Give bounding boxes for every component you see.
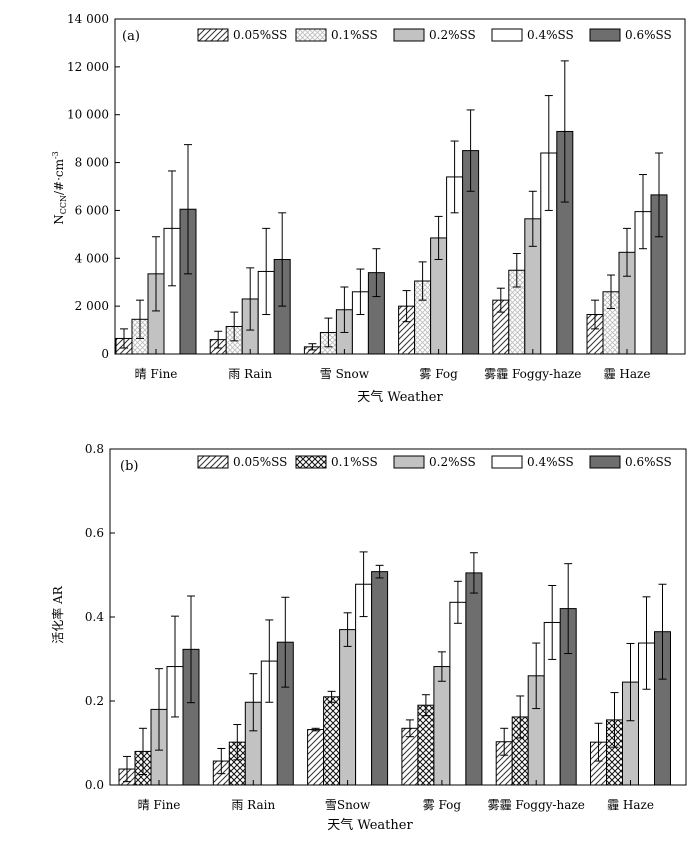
x-tick-label: 雪 Snow xyxy=(320,367,370,381)
x-tick-label: 雾 Fog xyxy=(419,367,458,381)
legend-swatch xyxy=(197,455,229,469)
y-axis-title-a-sup: -3 xyxy=(51,151,60,159)
legend-label: 0.2%SS xyxy=(429,28,476,42)
legend-swatch xyxy=(295,28,327,42)
y-tick-label: 6 000 xyxy=(75,203,109,217)
legend-label: 0.4%SS xyxy=(527,455,574,469)
y-tick-label: 0 xyxy=(101,347,109,361)
bar-01SS-3 xyxy=(417,704,435,786)
legend-label: 0.05%SS xyxy=(233,455,287,469)
chart-panel-a: (a) 0 2 000 4 000 6 000 8 000 10 000 12 000 14 … xyxy=(51,12,686,405)
x-tick-label: 霾 Haze xyxy=(607,798,654,812)
bar-06SS-3 xyxy=(465,572,483,786)
bars-b xyxy=(118,551,671,786)
legend-swatch xyxy=(393,28,425,42)
x-tick-label: 雾霾 Foggy-haze xyxy=(484,367,581,381)
legend-swatch xyxy=(393,455,425,469)
x-tick-label: 晴 Fine xyxy=(138,798,181,812)
legend-label: 0.4%SS xyxy=(527,28,574,42)
legend-label: 0.6%SS xyxy=(625,28,672,42)
bar-02SS-3 xyxy=(433,666,451,786)
x-axis-b: 晴 Fine 雨 Rain 雪Snow 雾 Fog 雾霾 Foggy-haze 霾 Haz… xyxy=(138,780,654,812)
legend-label: 0.1%SS xyxy=(331,455,378,469)
x-tick-label: 雪Snow xyxy=(325,798,371,812)
y-axis-title-a: NCCN/#·cm-3 xyxy=(51,151,68,225)
x-tick-label: 晴 Fine xyxy=(135,367,178,381)
legend-label: 0.6%SS xyxy=(625,455,672,469)
x-tick-label: 雨 Rain xyxy=(231,798,275,812)
x-tick-label: 雾霾 Foggy-haze xyxy=(488,798,585,812)
legend-label: 0.2%SS xyxy=(429,455,476,469)
y-tick-label: 2 000 xyxy=(75,299,109,313)
y-tick-label: 0.4 xyxy=(85,610,104,624)
y-tick-label: 0.2 xyxy=(85,694,104,708)
legend-label: 0.1%SS xyxy=(331,28,378,42)
y-tick-label: 12 000 xyxy=(67,60,109,74)
x-axis-a: 晴 Fine 雨 Rain 雪 Snow 雾 Fog 雾霾 Foggy-haze 霾 Ha… xyxy=(135,349,651,381)
y-tick-label: 10 000 xyxy=(67,108,109,122)
legend-label: 0.05%SS xyxy=(233,28,287,42)
bar-01SS-2 xyxy=(323,696,341,786)
x-tick-label: 雾 Fog xyxy=(423,798,462,812)
y-tick-label: 0.6 xyxy=(85,526,104,540)
bar-04SS-3 xyxy=(449,601,467,786)
legend-b: 0.05%SS 0.1%SS 0.2%SS 0.4%SS 0.6%SS xyxy=(197,455,672,469)
legend-swatch xyxy=(589,455,621,469)
x-tick-label: 雨 Rain xyxy=(228,367,272,381)
y-tick-label: 4 000 xyxy=(75,251,109,265)
panel-label-b: (b) xyxy=(120,459,138,474)
y-tick-label: 8 000 xyxy=(75,156,109,170)
bars-a xyxy=(115,60,668,355)
y-axis-title-a-sub: CCN xyxy=(59,195,68,214)
bar-005SS-2 xyxy=(307,729,325,786)
y-tick-label: 14 000 xyxy=(67,12,109,26)
legend-swatch xyxy=(491,28,523,42)
plot-frame-a xyxy=(114,18,686,355)
x-axis-title-b: 天气 Weather xyxy=(327,817,413,833)
y-axis-b: 0.0 0.2 0.4 0.6 0.8 xyxy=(85,442,115,792)
panel-label-a: (a) xyxy=(122,29,140,44)
y-axis-title-b: 活化率 AR xyxy=(50,585,65,643)
y-axis-title-a-main: N xyxy=(52,214,66,225)
y-tick-label: 0.8 xyxy=(85,442,104,456)
legend-a: 0.05%SS 0.1%SS 0.2%SS 0.4%SS 0.6%SS xyxy=(197,28,672,42)
x-axis-title-a: 天气 Weather xyxy=(357,389,443,405)
legend-swatch xyxy=(197,28,229,42)
bar-06SS-2 xyxy=(371,571,389,786)
y-axis-a: 0 2 000 4 000 6 000 8 000 10 000 12 000 14 000 xyxy=(67,12,120,361)
bar-02SS-2 xyxy=(339,629,357,786)
chart-panel-b: (b) 0.0 0.2 0.4 0.6 0.8 晴 Fine 雨 Rain 雪Snow 雾 F… xyxy=(50,442,687,833)
x-tick-label: 霾 Haze xyxy=(604,367,651,381)
legend-swatch xyxy=(491,455,523,469)
y-axis-title-a-rest: /#·cm xyxy=(52,158,66,195)
legend-swatch xyxy=(295,455,327,469)
y-tick-label: 0.0 xyxy=(85,778,104,792)
legend-swatch xyxy=(589,28,621,42)
